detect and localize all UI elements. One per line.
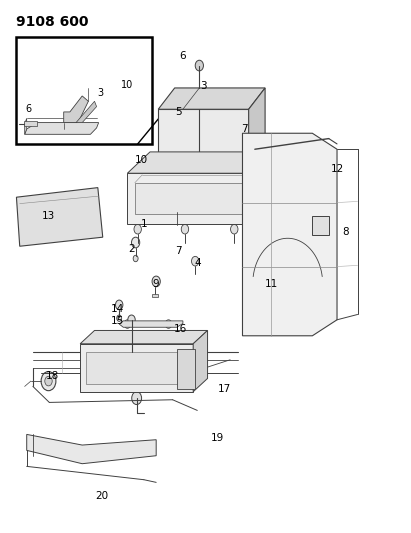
Circle shape — [45, 376, 52, 386]
Circle shape — [181, 224, 189, 234]
Text: 3: 3 — [98, 88, 104, 98]
Polygon shape — [127, 173, 255, 224]
Polygon shape — [80, 344, 193, 392]
Text: 9: 9 — [153, 279, 159, 288]
Circle shape — [132, 392, 141, 405]
Polygon shape — [25, 123, 99, 134]
Circle shape — [134, 224, 141, 234]
Polygon shape — [25, 118, 27, 134]
Circle shape — [115, 300, 123, 310]
Text: 6: 6 — [25, 104, 31, 114]
Text: 15: 15 — [111, 316, 124, 326]
Text: 2: 2 — [128, 245, 135, 254]
Polygon shape — [255, 152, 277, 224]
Circle shape — [128, 315, 135, 325]
Polygon shape — [119, 321, 183, 327]
Circle shape — [187, 91, 195, 101]
Circle shape — [132, 237, 140, 248]
Polygon shape — [158, 109, 249, 171]
Text: 3: 3 — [200, 82, 207, 91]
Polygon shape — [16, 37, 152, 144]
Circle shape — [117, 315, 122, 321]
Circle shape — [152, 276, 160, 287]
Text: 7: 7 — [175, 246, 182, 255]
Text: 20: 20 — [95, 491, 109, 500]
Text: 18: 18 — [46, 371, 59, 381]
Circle shape — [192, 256, 199, 266]
Text: 5: 5 — [175, 107, 182, 117]
Polygon shape — [24, 121, 37, 126]
Text: 17: 17 — [217, 384, 231, 394]
Circle shape — [41, 372, 56, 391]
Polygon shape — [16, 188, 103, 246]
Text: 16: 16 — [174, 325, 187, 334]
Text: 1: 1 — [141, 219, 147, 229]
Polygon shape — [249, 88, 265, 171]
Circle shape — [231, 224, 238, 234]
Polygon shape — [64, 96, 88, 123]
Polygon shape — [86, 352, 187, 384]
Text: 9108 600: 9108 600 — [16, 15, 89, 29]
Circle shape — [212, 91, 220, 101]
Polygon shape — [76, 101, 97, 123]
Polygon shape — [27, 434, 156, 464]
Circle shape — [133, 255, 138, 262]
Text: 11: 11 — [265, 279, 278, 288]
Text: 7: 7 — [241, 124, 248, 134]
Circle shape — [195, 94, 203, 105]
Text: 10: 10 — [135, 155, 148, 165]
Text: 19: 19 — [211, 433, 224, 443]
Polygon shape — [135, 183, 247, 214]
Polygon shape — [193, 330, 208, 392]
Circle shape — [236, 91, 245, 101]
Text: 12: 12 — [330, 165, 344, 174]
Polygon shape — [312, 216, 329, 235]
Text: 14: 14 — [111, 304, 124, 314]
Text: 6: 6 — [180, 51, 186, 61]
Polygon shape — [177, 349, 195, 389]
Polygon shape — [242, 133, 337, 336]
Text: 8: 8 — [342, 227, 349, 237]
Text: 13: 13 — [42, 211, 55, 221]
Polygon shape — [127, 152, 277, 173]
Polygon shape — [158, 88, 265, 109]
Text: 10: 10 — [121, 80, 134, 90]
Polygon shape — [80, 330, 208, 344]
Circle shape — [195, 60, 203, 71]
Text: 4: 4 — [194, 259, 201, 268]
Polygon shape — [152, 294, 158, 297]
